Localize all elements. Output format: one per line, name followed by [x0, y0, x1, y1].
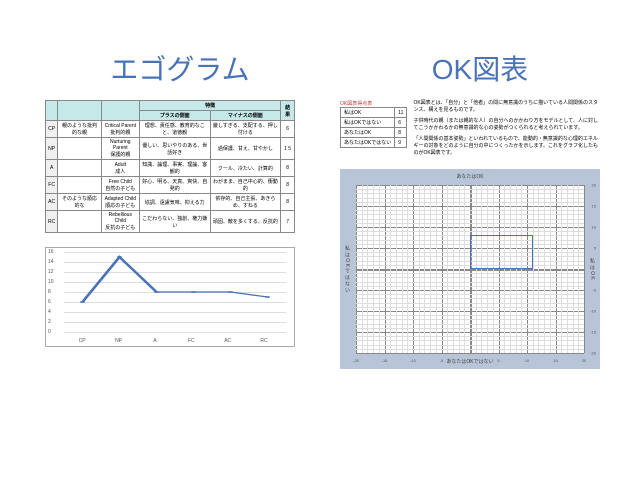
ego-row-desc [58, 138, 101, 160]
ego-row-val: 8 [281, 160, 295, 177]
ego-row-code: AC [46, 194, 58, 211]
ego-row-code: NP [46, 138, 58, 160]
ego-table: 特徴 結果 プラスの側面 マイナスの側面 CP 親のような批判的な親 Criti… [45, 100, 295, 233]
ok-grid-container: あなたはOK あなたはOKではない 私 は O K で は な い 私 は O … [340, 169, 600, 369]
ego-row-val: 6 [281, 121, 295, 138]
ok-axis-left: 私 は O K で は な い [344, 246, 351, 293]
ok-axis-right: 私 は O K [589, 258, 596, 279]
ego-header-plus: プラスの側面 [139, 111, 210, 121]
ego-row-type: Free Child自然の子ども [101, 177, 139, 194]
ego-row-plus: こだわらない、独創、権力嫌い [139, 211, 210, 233]
ok-para1: OK図表とは、「自分」と「他者」の間に無意識のうちに描いている人間関係のスタンス… [413, 100, 600, 114]
ego-row-code: CP [46, 121, 58, 138]
ego-row-plus: 優しい、思いやりのある、世話好き [139, 138, 210, 160]
ego-row-desc [58, 211, 101, 233]
ok-row-label: 私はOK [341, 108, 395, 118]
ego-row-code: RC [46, 211, 58, 233]
ego-row-val: 1 5 [281, 138, 295, 160]
ego-row-type: Adapted Child順応の子ども [101, 194, 139, 211]
ego-row-minus: 厳しすぎる、支配する、押し付ける [210, 121, 281, 138]
ego-row-desc: 親のような批判的な親 [58, 121, 101, 138]
ok-axis-top: あなたはOK [456, 173, 483, 180]
ego-row-val: 8 [281, 194, 295, 211]
ok-score-table: 私はOK11私はOKではない6あなたはOK8あなたはOKではない9 [340, 107, 407, 148]
left-panel: 特徴 結果 プラスの側面 マイナスの側面 CP 親のような批判的な親 Criti… [45, 100, 295, 347]
ego-line-chart: 0246810121416CPNPAFCACRC [45, 247, 295, 347]
ego-row-plus: 理想、責任感、教育的なこと、道徳観 [139, 121, 210, 138]
ego-row-desc [58, 160, 101, 177]
ego-row-desc [58, 177, 101, 194]
ego-row-minus: 過保護、甘え、甘やかし [210, 138, 281, 160]
ego-row-code: FC [46, 177, 58, 194]
ok-description: OK図表とは、「自分」と「他者」の間に無意識のうちに描いている人間関係のスタンス… [413, 100, 600, 161]
ego-header-minus: マイナスの側面 [210, 111, 281, 121]
ego-row-val: 7 [281, 211, 295, 233]
ego-row-plus: 協調、遠慮気味、抑える力 [139, 194, 210, 211]
ego-row-minus: クール、冷たい、計算的 [210, 160, 281, 177]
ok-table-title: OK図表得点表 [340, 100, 407, 107]
ego-row-code: A [46, 160, 58, 177]
ego-row-plus: 好心、明る、天真、爽快、自発的 [139, 177, 210, 194]
ok-row-val: 6 [395, 118, 407, 128]
ok-para2: 子供時代の親（または親的な人）の自分へのかかわり方をモデルとして、人に対してこう… [413, 118, 600, 132]
ok-row-val: 11 [395, 108, 407, 118]
ego-row-type: Critical Parent批判的親 [101, 121, 139, 138]
ego-row-minus: 頑固、敵を多くする、反抗的 [210, 211, 281, 233]
ok-para3: 「人間関係の基本姿勢」といわれているもので、能動的・無意識的な心理的エネルギーの… [413, 136, 600, 157]
right-panel: OK図表得点表 私はOK11私はOKではない6あなたはOK8あなたはOKではない… [340, 100, 600, 369]
ego-row-val: 8 [281, 177, 295, 194]
ego-row-type: Rebellious Child反抗の子ども [101, 211, 139, 233]
ego-row-type: Adult成人 [101, 160, 139, 177]
ok-row-label: あなたはOK [341, 128, 395, 138]
ok-row-val: 9 [395, 138, 407, 148]
okchart-title: OK図表 [380, 48, 580, 88]
egogram-title: エゴグラム [80, 48, 280, 88]
ok-row-label: 私はOKではない [341, 118, 395, 128]
ego-header-result: 結果 [281, 101, 295, 121]
ego-row-type: Nurturing Parent保護的親 [101, 138, 139, 160]
ego-row-desc: そのような順応的な [58, 194, 101, 211]
ego-row-minus: 依存的、自己主張、あきらめ、すねる [210, 194, 281, 211]
ok-grid: -20-15-10-505101520-20-15-10-55101520 [356, 185, 584, 353]
ego-row-minus: わがまま、自己中心的、衝動的 [210, 177, 281, 194]
ok-row-val: 8 [395, 128, 407, 138]
ego-row-plus: 知識、論理、事実、理論、客観的 [139, 160, 210, 177]
ok-row-label: あなたはOKではない [341, 138, 395, 148]
ego-header-tokucho: 特徴 [139, 101, 280, 111]
